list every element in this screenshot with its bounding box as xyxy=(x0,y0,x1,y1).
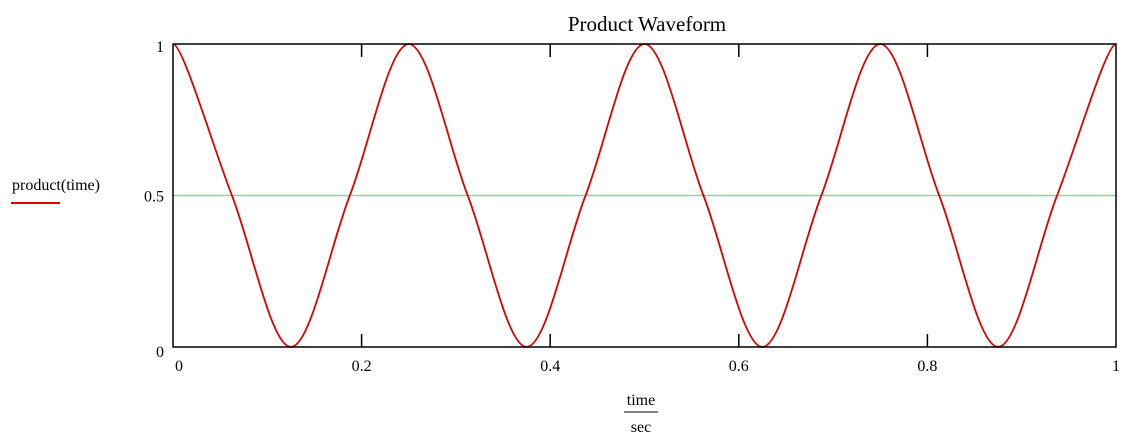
x-tick-label-layer: 0 0.2 0.4 0.6 0.8 1 xyxy=(175,358,1120,375)
x-tick-label: 1 xyxy=(1112,358,1120,375)
x-axis-label-numerator: time xyxy=(627,392,655,409)
tick-mark-layer xyxy=(360,44,929,347)
y-tick-label: 0.5 xyxy=(144,189,164,206)
x-axis-label-denominator: sec xyxy=(631,419,651,436)
x-tick-label: 0.4 xyxy=(540,358,560,375)
y-tick-label: 1 xyxy=(156,39,164,56)
x-tick-label: 0 xyxy=(175,358,183,375)
plot-frame xyxy=(172,43,1117,348)
x-tick-label: 0.2 xyxy=(352,358,372,375)
y-tick-label-layer: 00.51 xyxy=(144,39,164,361)
x-tick-label: 0.8 xyxy=(917,358,937,375)
y-tick-label: 0 xyxy=(156,344,164,361)
y-axis-label: product(time) xyxy=(12,177,100,194)
chart-title: Product Waveform xyxy=(568,12,726,36)
x-tick-label: 0.6 xyxy=(729,358,749,375)
